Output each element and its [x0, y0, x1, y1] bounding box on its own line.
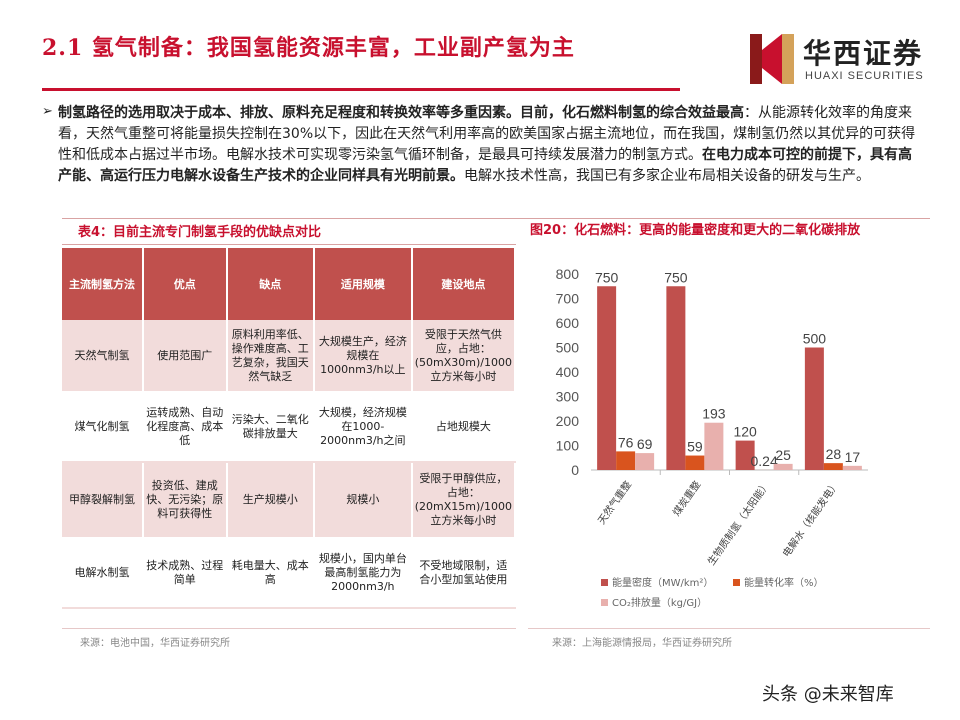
data-label: 76	[618, 434, 634, 450]
table-cell: 大规模生产，经济规模在1000nm3/h以上	[313, 320, 413, 393]
table-title: 表4：目前主流专门制氢手段的优缺点对比	[78, 225, 322, 240]
y-tick-label: 400	[556, 364, 580, 380]
y-tick-label: 0	[571, 462, 579, 478]
bar	[616, 451, 636, 470]
bar-chart: 0 100 200 300 400 500 600 700 800 750 76 69 天然气重整 750…	[556, 266, 868, 609]
intro-text-1: ：从能源转化效率的角度来看，天然气重整可将能量损失控制在30%以下，因此在天然气…	[58, 105, 916, 163]
x-tick-label: 电解水（核能发电）	[780, 478, 842, 559]
y-tick-label: 700	[556, 291, 580, 307]
y-tick-label: 800	[556, 266, 580, 282]
logo-chinese-name: 华西证券	[803, 37, 924, 70]
data-label: 500	[803, 331, 827, 347]
logo-english-name: HUAXI SECURITIES	[805, 70, 924, 82]
table-source-rule	[62, 628, 516, 629]
table-header-cell: 建设地点	[411, 248, 517, 320]
legend-label: 能量密度（MW/km²）	[612, 576, 713, 589]
bar	[597, 286, 617, 470]
y-tick-label: 300	[556, 389, 580, 405]
x-tick-label: 生物质制氢（太阳能）	[705, 478, 773, 567]
x-tick-label: 煤炭重整	[670, 478, 704, 518]
y-tick-label: 600	[556, 315, 580, 331]
table-header-cell: 主流制氢方法	[62, 248, 144, 320]
bar	[635, 453, 655, 470]
intro-bold-2: 在电力成本可控的前提下，具有高产能、高运行压力电解水设备生产技术的企业同样具有光…	[58, 147, 912, 184]
table-row: 甲醇裂解制氢 投资低、建成快、无污染；原料可获得性 生产规模小 规模小 受限于甲…	[62, 462, 517, 539]
table-title-rule	[62, 244, 516, 245]
y-tick-label: 500	[556, 340, 580, 356]
bar	[735, 440, 755, 470]
x-tick-label: 天然气重整	[595, 478, 634, 526]
table-cell: 规模小	[313, 462, 413, 539]
table-cell: 技术成熟、过程简单	[142, 538, 228, 609]
legend-label: 能量转化率（%）	[744, 576, 824, 589]
table-header-cell: 适用规模	[313, 248, 413, 320]
slide-title: 2.1 氢气制备：我国氢能资源丰富，工业副产氢为主	[42, 35, 575, 61]
table-cell: 原料利用率低、操作难度高、工艺复杂，我国天然气缺乏	[226, 320, 315, 393]
bullet-arrow-icon: ➢	[42, 104, 53, 119]
bar	[842, 465, 862, 470]
table-cell: 占地规模大	[411, 392, 517, 463]
table-row: 电解水制氢 技术成熟、过程简单 耗电量大、成本高 规模小，国内单台最高制氢能力为…	[62, 538, 517, 609]
hydrogen-methods-table: 主流制氢方法 优点 缺点 适用规模 建设地点 天然气制氢 使用范围广 原料利用率…	[62, 248, 517, 609]
chart-source: 来源：上海能源情报局，华西证券研究所	[552, 638, 732, 649]
bar	[823, 463, 843, 470]
table-header-row: 主流制氢方法 优点 缺点 适用规模 建设地点	[62, 248, 517, 320]
data-label: 17	[845, 449, 861, 465]
data-label: 750	[595, 269, 619, 285]
data-label: 59	[687, 439, 703, 455]
table-cell: 受限于甲醇供应，占地：(20mX15m)/1000立方米每小时	[411, 462, 517, 539]
company-logo: 华西证券 HUAXI SECURITIES	[748, 30, 948, 90]
bar	[704, 422, 724, 470]
bar	[773, 463, 793, 470]
table-cell: 大规模，经济规模在1000-2000nm3/h之间	[313, 392, 413, 463]
data-label: 750	[664, 269, 688, 285]
table-cell: 使用范围广	[142, 320, 228, 393]
data-label: 25	[775, 447, 791, 463]
title-divider	[42, 88, 680, 91]
data-label: 193	[702, 406, 726, 422]
y-tick-label: 100	[556, 438, 580, 454]
intro-bold-1: 制氢路径的选用取决于成本、排放、原料充足程度和转换效率等多重因素。目前，化石燃料…	[58, 105, 744, 121]
y-tick-label: 200	[556, 413, 580, 429]
table-source: 来源：电池中国，华西证券研究所	[80, 638, 230, 649]
intro-text-2: 电解水技术性高，我国已有多家企业布局相关设备的研发与生产。	[464, 168, 870, 184]
table-cell: 投资低、建成快、无污染；原料可获得性	[142, 462, 228, 539]
table-cell: 污染大、二氧化碳排放量大	[226, 392, 315, 463]
legend-swatch	[733, 579, 740, 586]
chart-title: 图20：化石燃料：更高的能量密度和更大的二氧化碳排放	[530, 223, 861, 238]
legend-swatch	[601, 599, 608, 606]
table-row: 煤气化制氢 运转成熟、自动化程度高、成本低 污染大、二氧化碳排放量大 大规模，经…	[62, 392, 517, 463]
table-cell: 运转成熟、自动化程度高、成本低	[142, 392, 228, 463]
table-cell: 电解水制氢	[62, 538, 144, 609]
table-row: 天然气制氢 使用范围广 原料利用率低、操作难度高、工艺复杂，我国天然气缺乏 大规…	[62, 320, 517, 393]
table-cell: 受限于天然气供应，占地：(50mX30m)/1000立方米每小时	[411, 320, 517, 393]
legend-swatch	[601, 579, 608, 586]
table-cell: 生产规模小	[226, 462, 315, 539]
bar	[685, 455, 705, 470]
table-panel-top-rule	[62, 218, 516, 219]
table-cell: 不受地域限制，适合小型加氢站使用	[411, 538, 517, 609]
data-label: 28	[826, 446, 842, 462]
table-cell: 煤气化制氢	[62, 392, 144, 463]
table-header-cell: 缺点	[226, 248, 315, 320]
table-cell: 甲醇裂解制氢	[62, 462, 144, 539]
intro-paragraph: 制氢路径的选用取决于成本、排放、原料充足程度和转换效率等多重因素。目前，化石燃料…	[58, 103, 920, 187]
bar	[804, 347, 824, 470]
huaxi-logo-icon	[750, 34, 794, 84]
table-header-cell: 优点	[142, 248, 228, 320]
chart-source-rule	[528, 628, 930, 629]
data-label: 120	[733, 424, 757, 440]
data-label: 69	[637, 436, 653, 452]
bar	[666, 286, 686, 470]
table-cell: 天然气制氢	[62, 320, 144, 393]
data-label: 0.24	[751, 453, 778, 469]
legend-label: CO₂排放量（kg/GJ）	[612, 596, 707, 609]
table-cell: 耗电量大、成本高	[226, 538, 315, 609]
footer-watermark: 头条 @未来智库	[762, 684, 894, 705]
table-cell: 规模小，国内单台最高制氢能力为2000nm3/h	[313, 538, 413, 609]
chart-panel-top-rule	[513, 218, 930, 219]
